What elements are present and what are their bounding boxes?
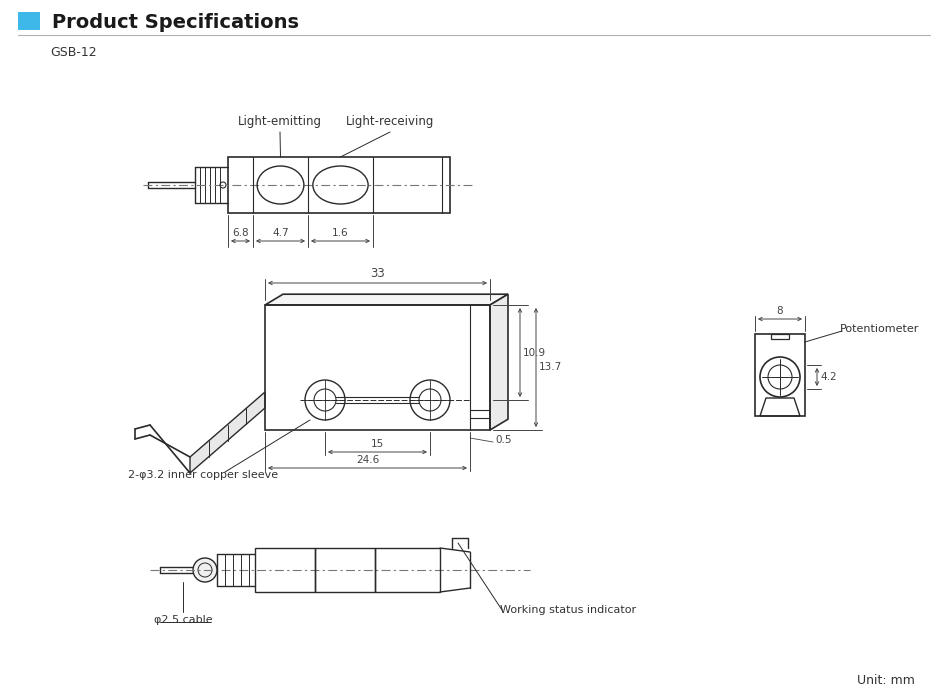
Text: φ2.5 cable: φ2.5 cable	[154, 615, 212, 625]
Bar	[771, 334, 789, 339]
Polygon shape	[265, 294, 508, 305]
Text: Light-emitting: Light-emitting	[238, 115, 322, 128]
Polygon shape	[490, 294, 508, 430]
Polygon shape	[190, 392, 265, 473]
Bar	[315, 548, 375, 592]
Text: 1.6: 1.6	[332, 228, 349, 238]
Text: 4.7: 4.7	[273, 228, 289, 238]
Text: Working status indicator: Working status indicator	[500, 605, 636, 615]
Text: 2-φ3.2 inner copper sleeve: 2-φ3.2 inner copper sleeve	[128, 470, 278, 480]
Text: Potentiometer: Potentiometer	[840, 324, 920, 334]
Text: 0.5: 0.5	[495, 435, 511, 445]
Text: 4.2: 4.2	[820, 372, 837, 382]
Text: 33: 33	[370, 267, 385, 280]
Text: Unit: mm: Unit: mm	[857, 673, 915, 687]
Text: Product Specifications: Product Specifications	[52, 13, 299, 32]
Bar	[375, 548, 440, 592]
Text: 13.7: 13.7	[539, 363, 562, 372]
Bar	[18, 12, 40, 30]
Bar	[255, 548, 315, 592]
Text: 15: 15	[370, 439, 384, 449]
Circle shape	[193, 558, 217, 582]
Text: 8: 8	[777, 306, 784, 316]
Text: 24.6: 24.6	[356, 455, 379, 465]
Bar	[228, 157, 450, 213]
Text: 10.9: 10.9	[523, 347, 546, 358]
Text: GSB-12: GSB-12	[50, 46, 97, 59]
Text: 6.8: 6.8	[232, 228, 249, 238]
Text: Light-receiving: Light-receiving	[346, 115, 434, 128]
Bar	[755, 334, 805, 416]
Bar	[265, 305, 490, 430]
